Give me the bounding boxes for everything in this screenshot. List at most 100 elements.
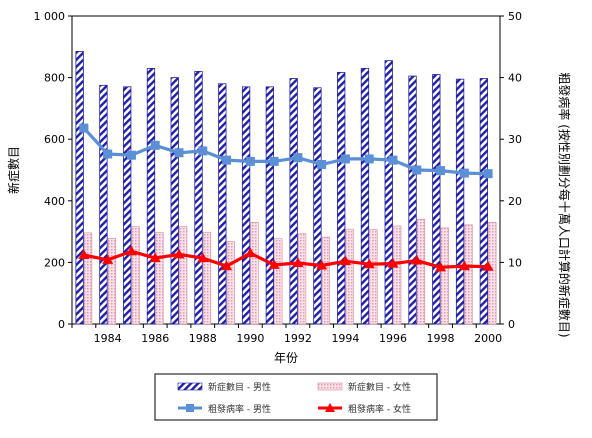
point-rate-female <box>125 245 137 256</box>
x-tick-label: 1992 <box>284 332 312 345</box>
bar-male <box>313 87 322 325</box>
bar-male <box>337 71 346 325</box>
bar-male <box>455 78 465 325</box>
point-rate-male <box>364 154 374 164</box>
axes: 0 200 400 600 800 1 000 0 10 20 30 40 50 1984 1986 198… <box>34 10 523 345</box>
point-rate-male <box>198 146 208 156</box>
bar-female <box>393 225 402 325</box>
x-tick-label: 1998 <box>427 332 455 345</box>
legend-frame <box>154 373 438 421</box>
legend-label: 粗發病率 - 女性 <box>348 403 411 415</box>
point-rate-female <box>387 258 399 268</box>
bar-female <box>84 232 93 325</box>
bar-female <box>250 222 259 325</box>
bar-female <box>202 231 212 325</box>
y-tick-label-right: 0 <box>508 318 515 331</box>
y-tick-label-left: 800 <box>44 72 65 85</box>
bar-male <box>170 77 179 325</box>
x-tick-label: 1994 <box>331 332 359 345</box>
point-rate-female <box>363 258 375 269</box>
bar-female <box>321 236 330 325</box>
bar-female <box>226 241 235 325</box>
x-tick-label: 1990 <box>236 332 264 345</box>
legend-swatch-female-cases <box>317 382 343 391</box>
point-rate-female <box>268 259 280 269</box>
point-rate-female <box>197 252 209 263</box>
bar-female <box>155 232 164 325</box>
bar-female <box>345 228 354 325</box>
bar-female <box>416 218 426 325</box>
y-tick-label-left: 200 <box>44 256 65 269</box>
point-rate-male <box>269 156 279 166</box>
y-tick-label-right: 30 <box>508 133 522 146</box>
bar-female <box>131 226 140 325</box>
bar-female <box>440 227 449 325</box>
point-rate-male <box>126 150 136 160</box>
point-rate-female <box>411 255 423 265</box>
bar-female <box>369 229 378 325</box>
legend-swatch-male-cases <box>177 382 203 391</box>
bar-male <box>265 86 275 325</box>
point-rate-female <box>173 248 185 259</box>
bar-female <box>464 224 473 325</box>
point-rate-male <box>388 155 398 165</box>
point-rate-male <box>103 149 113 159</box>
point-rate-male <box>79 123 89 133</box>
legend-label: 新症數目 - 女性 <box>348 381 411 393</box>
y-axis-title-left: 新症數目 <box>6 146 21 194</box>
x-tick-label: 1996 <box>379 332 407 345</box>
y-tick-label-right: 10 <box>508 256 522 269</box>
y-tick-label-right: 40 <box>508 72 522 85</box>
x-axis-title: 年份 <box>274 351 298 365</box>
y-tick-label-left: 600 <box>44 133 65 146</box>
point-rate-male <box>412 165 422 175</box>
point-rate-female <box>292 257 304 268</box>
point-rate-male <box>222 155 232 165</box>
y-tick-label-right: 20 <box>508 195 522 208</box>
lines <box>78 123 494 272</box>
point-rate-female <box>458 260 470 271</box>
bar-male <box>479 78 489 325</box>
point-rate-female <box>102 254 114 264</box>
point-rate-male <box>340 154 350 164</box>
bar-male <box>408 75 417 325</box>
bar-male <box>241 86 251 325</box>
bar-male <box>146 67 156 325</box>
point-rate-male <box>317 159 327 169</box>
point-rate-female <box>482 261 494 271</box>
bar-male <box>289 78 298 325</box>
point-rate-female <box>435 261 447 272</box>
bar-male <box>123 86 132 325</box>
x-tick-label: 1984 <box>94 332 122 345</box>
y-tick-label-left: 400 <box>44 195 65 208</box>
point-rate-female <box>221 260 233 271</box>
bar-female <box>107 238 116 325</box>
legend-label: 新症數目 - 男性 <box>208 381 271 393</box>
bar-female <box>274 238 283 325</box>
point-rate-female <box>316 259 328 270</box>
y-axis-title-right: 粗發病率 (按性別劃分每十萬人口計算的新症數目) <box>557 72 572 337</box>
point-rate-female <box>149 252 161 263</box>
bar-male <box>194 71 203 325</box>
point-rate-male <box>293 153 303 163</box>
bar-male <box>384 60 393 325</box>
x-tick-label: 1986 <box>141 332 169 345</box>
point-rate-male <box>483 169 493 179</box>
point-rate-female <box>339 255 351 266</box>
x-tick-label: 1988 <box>189 332 217 345</box>
point-rate-male <box>174 148 184 158</box>
point-rate-female <box>244 247 256 258</box>
legend-marker-male-rate <box>186 404 194 412</box>
bars <box>75 51 497 325</box>
bar-female <box>298 233 307 325</box>
bar-male <box>218 83 227 325</box>
line-rate-female <box>83 249 489 269</box>
bar-female <box>488 222 497 325</box>
legend-label: 粗發病率 - 男性 <box>208 403 271 415</box>
point-rate-male <box>150 140 160 150</box>
bar-female <box>179 226 188 325</box>
bar-male <box>99 84 108 325</box>
bar-male <box>360 67 370 325</box>
